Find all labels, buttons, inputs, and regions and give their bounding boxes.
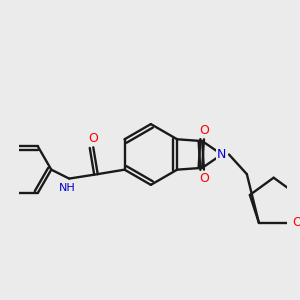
Text: O: O [292,217,300,230]
Text: O: O [199,124,209,137]
Text: NH: NH [59,182,76,193]
Text: O: O [199,172,209,185]
Text: N: N [217,148,226,161]
Text: O: O [88,132,98,145]
